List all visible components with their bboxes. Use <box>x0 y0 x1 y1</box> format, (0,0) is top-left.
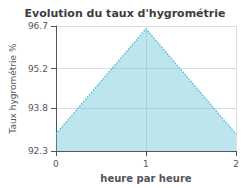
svg-text:92.3: 92.3 <box>28 146 48 156</box>
svg-text:Evolution du taux d'hygrométri: Evolution du taux d'hygrométrie <box>25 7 226 20</box>
svg-text:93.8: 93.8 <box>28 103 48 113</box>
svg-text:1: 1 <box>143 159 149 169</box>
svg-text:2: 2 <box>233 159 239 169</box>
svg-text:96.7: 96.7 <box>28 21 48 31</box>
svg-text:heure par heure: heure par heure <box>100 173 191 184</box>
svg-text:95.2: 95.2 <box>28 64 48 74</box>
svg-text:Taux hygrométrie %: Taux hygrométrie % <box>8 43 18 135</box>
svg-text:0: 0 <box>53 159 59 169</box>
